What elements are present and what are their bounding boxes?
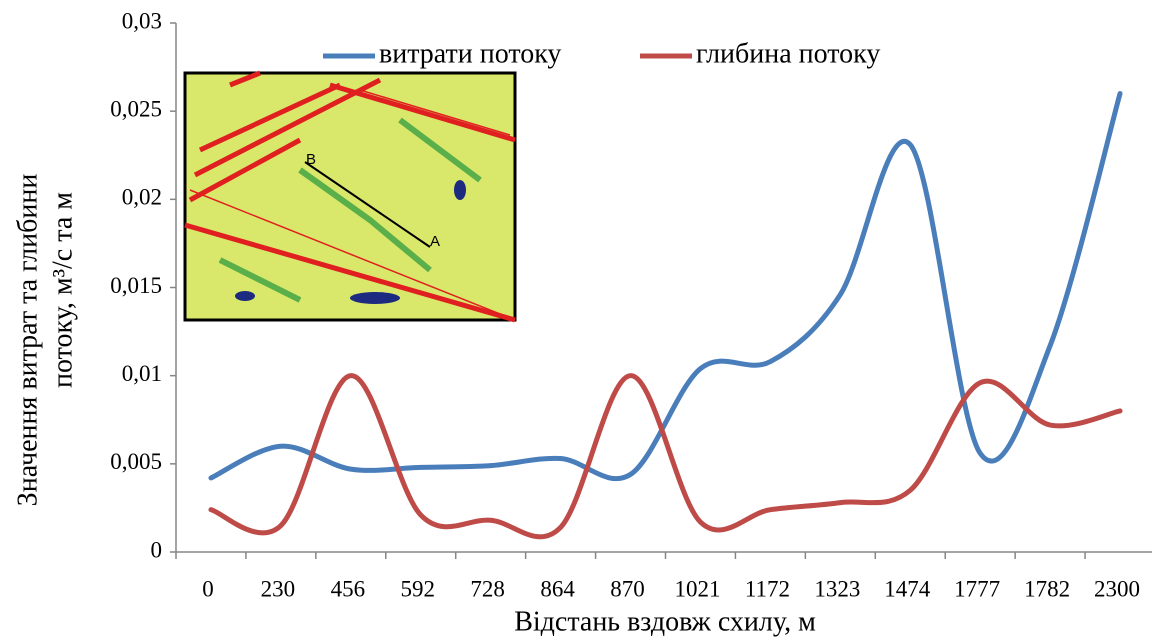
x-tick-label: 1021 [674, 576, 720, 601]
chart: B A Значення витрат та глибини потоку, м… [0, 0, 1152, 642]
y-tick-label: 0,015 [110, 273, 162, 298]
x-tick-label: 0 [202, 576, 214, 601]
inset-label: A [430, 233, 440, 250]
inset-label: B [306, 151, 316, 168]
x-tick-label: 1172 [745, 576, 790, 601]
x-tick-label: 1474 [884, 576, 931, 601]
legend-label: витрати потоку [379, 38, 561, 69]
x-tick-label: 230 [261, 576, 296, 601]
y-tick-label: 0,005 [110, 449, 162, 474]
y-axis-label: Значення витрат та глибини [12, 174, 43, 507]
y-tick-label: 0 [151, 537, 163, 562]
x-tick-label: 592 [401, 576, 436, 601]
x-tick-label: 2300 [1094, 576, 1140, 601]
y-tick-label: 0,025 [110, 96, 162, 121]
y-tick-label: 0,01 [122, 361, 162, 386]
x-tick-label: 870 [610, 576, 645, 601]
x-tick-label: 1777 [954, 576, 1000, 601]
x-tick-label: 1782 [1024, 576, 1070, 601]
x-tick-label: 1323 [814, 576, 860, 601]
legend-label: глибина потоку [696, 38, 880, 69]
x-tick-label: 728 [470, 576, 505, 601]
y-axis-label: потоку, м³/с та м [47, 192, 78, 388]
y-tick-label: 0,03 [122, 8, 162, 33]
x-tick-label: 456 [331, 576, 366, 601]
x-tick-label: 864 [540, 576, 575, 601]
x-axis-label: Відстань вздовж схилу, м [514, 606, 816, 637]
y-tick-label: 0,02 [122, 185, 162, 210]
inset-map: B A [185, 73, 515, 320]
